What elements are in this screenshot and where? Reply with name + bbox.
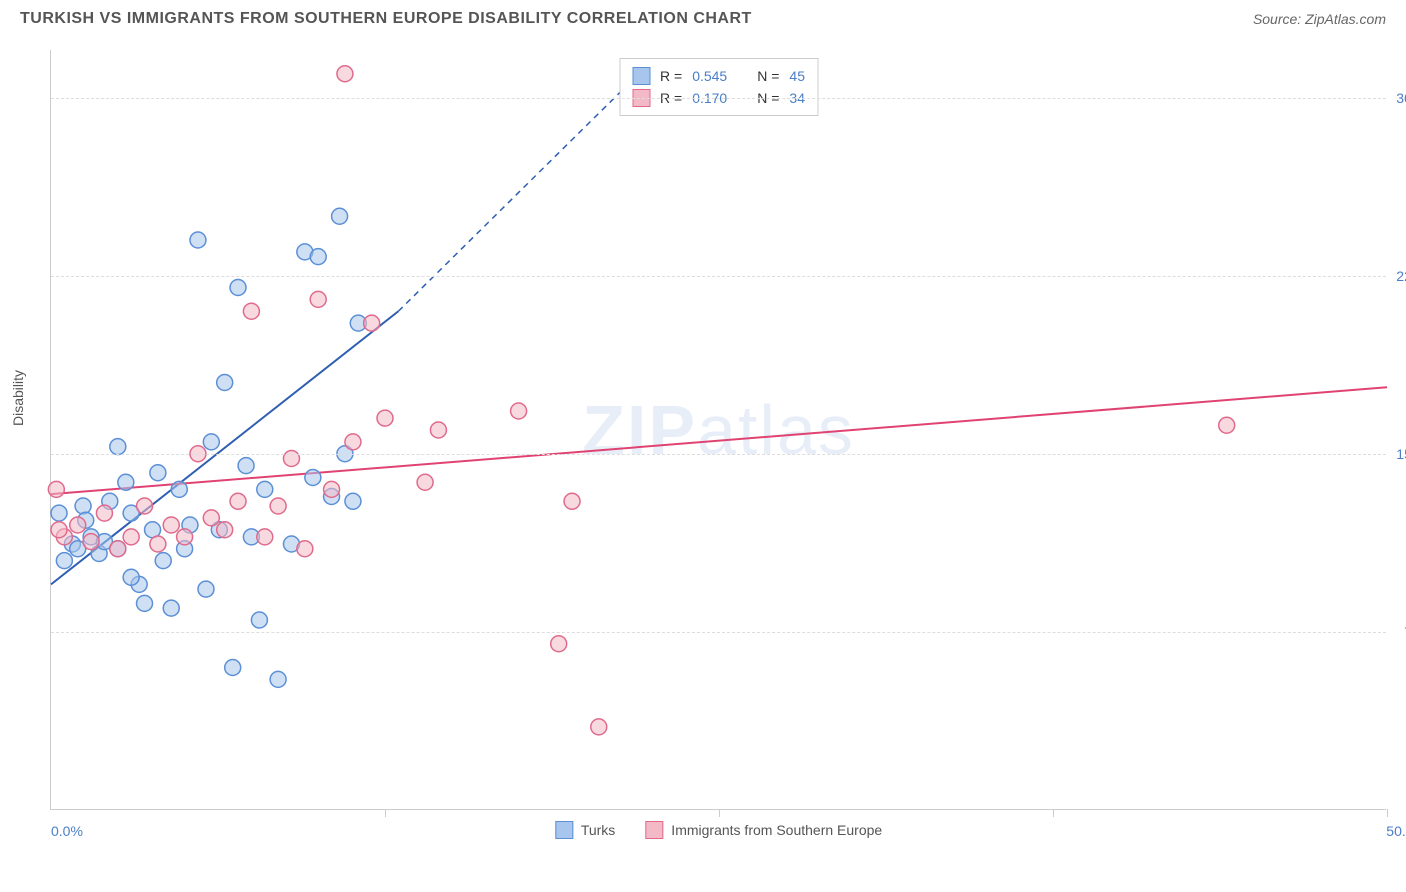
data-point[interactable] (364, 315, 380, 331)
gridline-horizontal (51, 276, 1386, 277)
data-point[interactable] (591, 719, 607, 735)
data-point[interactable] (137, 595, 153, 611)
data-point[interactable] (417, 474, 433, 490)
x-tick (719, 809, 720, 817)
legend-swatch (645, 821, 663, 839)
x-tick (385, 809, 386, 817)
data-point[interactable] (243, 303, 259, 319)
data-point[interactable] (203, 434, 219, 450)
series-legend-label: Turks (581, 822, 615, 838)
x-tick (1387, 809, 1388, 817)
x-tick (1053, 809, 1054, 817)
data-point[interactable] (198, 581, 214, 597)
y-tick-label: 30.0% (1396, 90, 1406, 106)
data-point[interactable] (190, 232, 206, 248)
x-axis-max-label: 50.0% (1386, 823, 1406, 839)
chart-plot-area: ZIPatlas R =0.545N =45R =0.170N =34 0.0%… (50, 50, 1386, 810)
data-point[interactable] (251, 612, 267, 628)
data-point[interactable] (324, 481, 340, 497)
data-point[interactable] (155, 553, 171, 569)
data-point[interactable] (305, 470, 321, 486)
data-point[interactable] (163, 517, 179, 533)
correlation-legend-box: R =0.545N =45R =0.170N =34 (619, 58, 818, 116)
data-point[interactable] (337, 66, 353, 82)
legend-r-value: 0.545 (692, 68, 727, 84)
data-point[interactable] (257, 481, 273, 497)
data-point[interactable] (217, 375, 233, 391)
trend-line (51, 387, 1387, 494)
series-legend-label: Immigrants from Southern Europe (671, 822, 882, 838)
data-point[interactable] (163, 600, 179, 616)
data-point[interactable] (430, 422, 446, 438)
data-point[interactable] (96, 505, 112, 521)
data-point[interactable] (203, 510, 219, 526)
data-point[interactable] (310, 291, 326, 307)
data-point[interactable] (70, 517, 86, 533)
data-point[interactable] (257, 529, 273, 545)
legend-swatch (555, 821, 573, 839)
data-point[interactable] (332, 208, 348, 224)
legend-r-label: R = (660, 68, 682, 84)
data-point[interactable] (177, 529, 193, 545)
x-axis-min-label: 0.0% (51, 823, 83, 839)
y-tick-label: 22.5% (1396, 268, 1406, 284)
legend-n-label: N = (757, 68, 779, 84)
data-point[interactable] (1219, 417, 1235, 433)
chart-title: TURKISH VS IMMIGRANTS FROM SOUTHERN EURO… (20, 10, 752, 28)
data-point[interactable] (345, 434, 361, 450)
data-point[interactable] (137, 498, 153, 514)
data-point[interactable] (123, 569, 139, 585)
data-point[interactable] (171, 481, 187, 497)
series-legend-item: Immigrants from Southern Europe (645, 821, 882, 839)
gridline-horizontal (51, 454, 1386, 455)
data-point[interactable] (56, 553, 72, 569)
data-point[interactable] (238, 458, 254, 474)
data-point[interactable] (110, 541, 126, 557)
data-point[interactable] (83, 534, 99, 550)
data-point[interactable] (48, 481, 64, 497)
scatter-plot-svg (51, 50, 1386, 809)
legend-swatch (632, 67, 650, 85)
data-point[interactable] (297, 541, 313, 557)
data-point[interactable] (345, 493, 361, 509)
data-point[interactable] (225, 660, 241, 676)
data-point[interactable] (564, 493, 580, 509)
data-point[interactable] (230, 280, 246, 296)
data-point[interactable] (51, 522, 67, 538)
data-point[interactable] (310, 249, 326, 265)
data-point[interactable] (150, 465, 166, 481)
data-point[interactable] (270, 671, 286, 687)
y-axis-label: Disability (10, 370, 26, 426)
legend-n-value: 45 (789, 68, 805, 84)
data-point[interactable] (230, 493, 246, 509)
data-point[interactable] (123, 529, 139, 545)
source-label: Source: ZipAtlas.com (1253, 11, 1386, 27)
series-legend: Turks Immigrants from Southern Europe (555, 821, 882, 839)
data-point[interactable] (551, 636, 567, 652)
legend-row: R = 0.545 N = 45 (632, 65, 805, 87)
data-point[interactable] (217, 522, 233, 538)
y-tick-label: 15.0% (1396, 446, 1406, 462)
gridline-horizontal (51, 632, 1386, 633)
data-point[interactable] (377, 410, 393, 426)
data-point[interactable] (270, 498, 286, 514)
data-point[interactable] (118, 474, 134, 490)
data-point[interactable] (150, 536, 166, 552)
data-point[interactable] (75, 498, 91, 514)
data-point[interactable] (51, 505, 67, 521)
data-point[interactable] (511, 403, 527, 419)
gridline-horizontal (51, 98, 1386, 99)
data-point[interactable] (110, 439, 126, 455)
series-legend-item: Turks (555, 821, 615, 839)
